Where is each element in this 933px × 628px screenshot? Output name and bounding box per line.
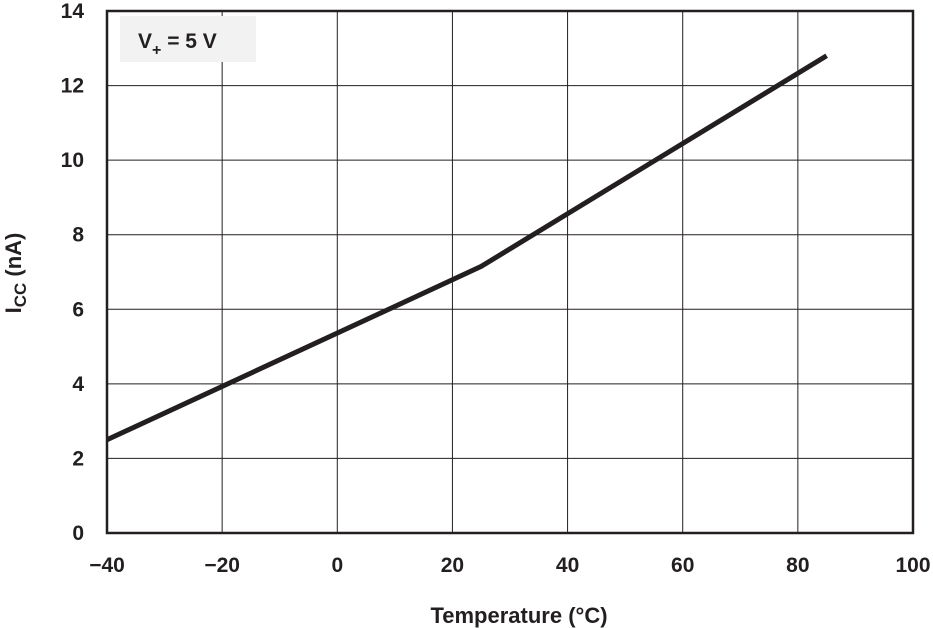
x-axis-title: Temperature (°C) (430, 603, 607, 628)
annotation-text: V+ = 5 V (138, 30, 217, 59)
x-tick-label: 40 (556, 554, 579, 577)
y-tick-label: 14 (61, 0, 85, 23)
y-axis-title: ICC (nA) (1, 233, 30, 314)
x-tick-label: −40 (89, 554, 125, 577)
plot-frame (105, 9, 915, 535)
series-layer (105, 53, 828, 443)
y-tick-label: 10 (61, 149, 84, 172)
y-tick-label: 6 (72, 298, 84, 321)
x-tick-label: 60 (671, 554, 694, 577)
y-tick-label: 0 (72, 522, 84, 545)
x-tick-label: −20 (204, 554, 240, 577)
x-tick-label: 0 (331, 554, 343, 577)
grid (107, 11, 913, 533)
y-tick-label: 8 (72, 224, 84, 247)
y-tick-label: 12 (61, 75, 84, 98)
x-tick-label: 80 (786, 554, 809, 577)
y-tick-labels: 0 2 4 6 8 10 12 14 (61, 0, 85, 545)
condition-annotation: V+ = 5 V (120, 16, 256, 62)
y-tick-label: 2 (72, 447, 84, 470)
x-tick-labels: −40 −20 0 20 40 60 80 100 (89, 554, 930, 577)
x-tick-label: 20 (441, 554, 464, 577)
x-tick-label: 100 (895, 554, 930, 577)
series-line (105, 53, 828, 443)
y-tick-label: 4 (72, 373, 84, 396)
annotation-background (120, 16, 256, 62)
